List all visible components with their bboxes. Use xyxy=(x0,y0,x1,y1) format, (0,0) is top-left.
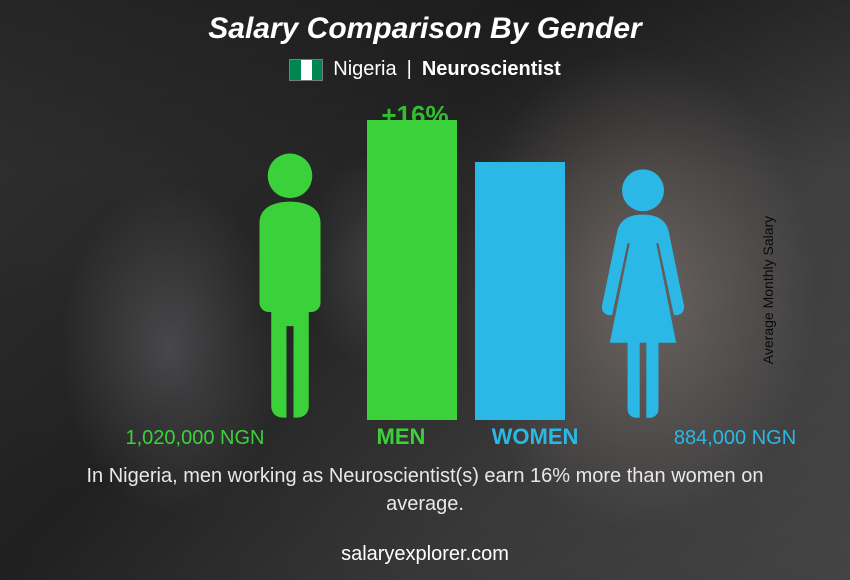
bar-men xyxy=(367,120,457,420)
page-title: Salary Comparison By Gender xyxy=(0,12,850,46)
icon-head xyxy=(268,154,313,199)
subtitle-separator: | xyxy=(407,58,412,81)
salary-men: 1,020,000 NGN xyxy=(95,427,295,450)
side-label: Average Monthly Salary xyxy=(760,216,776,364)
bar-women xyxy=(475,162,565,420)
chart-area: +16% 1,020,000 NGN MEN WOMEN 884,000 NGN xyxy=(55,100,795,450)
salary-women: 884,000 NGN xyxy=(635,427,835,450)
icon-head xyxy=(622,169,664,211)
male-person-icon xyxy=(230,150,350,420)
nigeria-flag-icon xyxy=(289,59,323,81)
icon-body xyxy=(602,215,684,418)
flag-stripe xyxy=(301,60,312,80)
infographic-container: Salary Comparison By Gender Nigeria | Ne… xyxy=(0,0,850,580)
subtitle-profession: Neuroscientist xyxy=(422,58,561,81)
female-person-icon xyxy=(583,166,703,420)
flag-stripe xyxy=(312,60,323,80)
icon-body xyxy=(259,202,320,418)
summary-text: In Nigeria, men working as Neuroscientis… xyxy=(60,462,790,518)
category-women: WOMEN xyxy=(465,424,605,450)
subtitle-country: Nigeria xyxy=(333,58,396,81)
footer-text: salaryexplorer.com xyxy=(0,543,850,566)
subtitle-row: Nigeria | Neuroscientist xyxy=(0,58,850,81)
flag-stripe xyxy=(290,60,301,80)
category-men: MEN xyxy=(341,424,461,450)
